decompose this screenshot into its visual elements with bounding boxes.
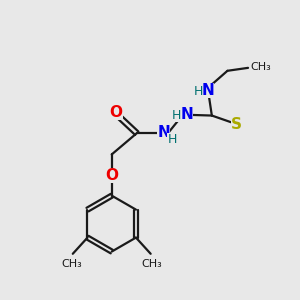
Text: O: O	[105, 168, 118, 183]
Text: N: N	[201, 83, 214, 98]
Text: O: O	[110, 105, 123, 120]
Text: H: H	[193, 85, 203, 98]
Text: H: H	[167, 133, 177, 146]
Text: CH₃: CH₃	[142, 259, 163, 269]
Text: CH₃: CH₃	[61, 259, 82, 269]
Text: N: N	[180, 107, 193, 122]
Text: CH₃: CH₃	[250, 62, 271, 72]
Text: N: N	[158, 125, 170, 140]
Text: S: S	[231, 117, 242, 132]
Text: H: H	[172, 109, 181, 122]
